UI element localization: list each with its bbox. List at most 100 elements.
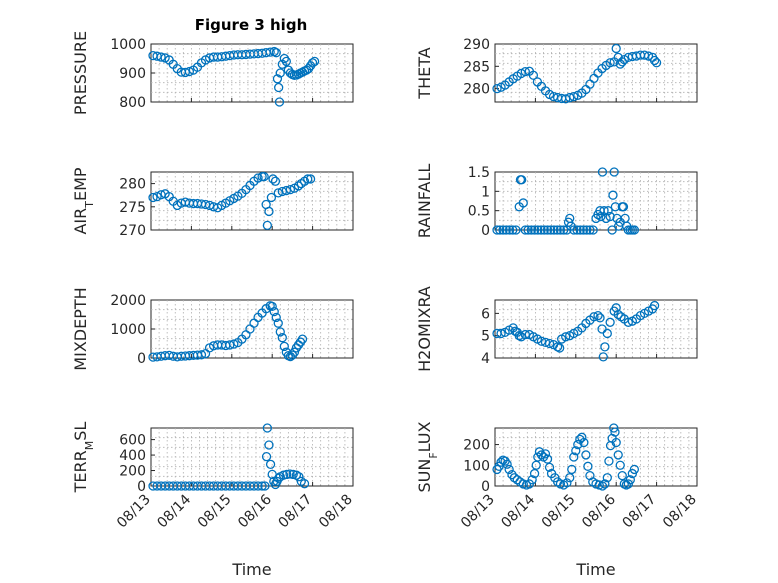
- data-point: [281, 56, 291, 67]
- data-point: [273, 188, 283, 198]
- x-tick-label: 08/18: [316, 492, 356, 532]
- data-point: [264, 206, 274, 217]
- x-tick-label: 08/18: [660, 492, 700, 532]
- data-point: [229, 339, 239, 349]
- data-point: [565, 473, 575, 483]
- panel-sunflux: 0 100 200 08/13 08/14 08/15 08/16 08/17 08/18 SUN…: [415, 421, 700, 579]
- data-point: [528, 70, 539, 80]
- data-point: [610, 427, 620, 437]
- data-point: [517, 175, 527, 185]
- data-point: [569, 91, 579, 102]
- data-point: [285, 469, 295, 479]
- data-point: [269, 306, 279, 317]
- data-point: [611, 303, 621, 313]
- data-point: [262, 423, 273, 433]
- data-point: [554, 343, 565, 353]
- data-point: [618, 202, 629, 212]
- y-tick-label: 1000: [110, 37, 146, 53]
- data-point: [273, 318, 283, 328]
- data-point: [561, 94, 571, 104]
- data-point: [609, 423, 619, 433]
- y-tick-label: 4: [481, 351, 490, 367]
- data-point: [595, 313, 605, 323]
- data-point: [293, 181, 304, 191]
- y-tick-label: 1: [481, 184, 490, 200]
- data-point: [261, 451, 272, 462]
- data-point: [562, 478, 572, 488]
- y-tick-label: 0: [137, 351, 146, 367]
- y-axis-label: TERRMSL: [71, 422, 96, 494]
- y-tick-label: 290: [463, 37, 490, 53]
- data-point: [613, 309, 623, 320]
- panel-mixdepth: 0 1000 2000 MIXDEPTH: [71, 287, 354, 371]
- data-point: [492, 225, 502, 235]
- data-point: [617, 57, 627, 67]
- data-point: [540, 337, 551, 348]
- y-tick-label: 800: [119, 95, 146, 111]
- y-tick-label: 200: [119, 464, 146, 480]
- data-point: [260, 481, 270, 491]
- data-point: [200, 199, 211, 210]
- data-point: [502, 459, 512, 469]
- data-point: [148, 192, 158, 203]
- y-axis-label: AIRTEMP: [71, 167, 96, 234]
- data-point: [492, 83, 502, 94]
- data-point: [540, 449, 551, 459]
- data-point: [299, 479, 310, 489]
- data-point: [274, 473, 284, 483]
- y-axis-label: SUNFLUX: [415, 421, 440, 492]
- data-point: [496, 328, 506, 339]
- data-point: [617, 470, 627, 481]
- data-point: [604, 456, 614, 466]
- data-point: [605, 211, 615, 222]
- data-point: [279, 53, 289, 64]
- data-point: [533, 225, 543, 235]
- data-point: [156, 52, 166, 62]
- data-point: [597, 481, 608, 491]
- data-point: [600, 342, 610, 352]
- data-point: [504, 464, 514, 475]
- y-tick-label: 0: [481, 223, 490, 239]
- data-point: [289, 347, 300, 357]
- y-tick-label: 0: [481, 479, 490, 495]
- data-point: [569, 452, 579, 462]
- x-tick-label: 08/17: [276, 492, 316, 532]
- y-axis-label: H2OMIXRA: [415, 286, 434, 372]
- data-point: [552, 342, 563, 352]
- data-point: [649, 300, 660, 311]
- data-point: [565, 92, 575, 103]
- y-tick-label: 5: [481, 329, 490, 345]
- data-point: [508, 225, 518, 235]
- data-point: [514, 331, 524, 341]
- data-point: [602, 473, 612, 483]
- y-tick-label: 280: [119, 177, 146, 193]
- data-point: [265, 47, 275, 57]
- data-point: [542, 225, 553, 235]
- data-point: [269, 46, 279, 57]
- data-point: [544, 462, 555, 473]
- y-tick-label: 100: [463, 458, 490, 474]
- x-tick-label: 08/14: [498, 491, 538, 531]
- data-point: [625, 475, 635, 485]
- x-tick-label: 08/13: [458, 492, 498, 532]
- y-axis-label: RAINFALL: [415, 164, 434, 239]
- data-point: [305, 174, 316, 184]
- data-point: [523, 225, 533, 235]
- data-point: [253, 481, 263, 491]
- y-tick-label: 200: [463, 438, 490, 454]
- x-tick-label: 08/17: [620, 492, 660, 532]
- y-tick-label: 2000: [110, 293, 146, 309]
- y-axis-label: PRESSURE: [71, 31, 90, 115]
- data-point: [579, 437, 589, 448]
- data-point: [259, 171, 269, 182]
- data-point: [303, 174, 313, 184]
- y-axis-label: THETA: [415, 47, 434, 99]
- data-point: [277, 333, 287, 343]
- data-point: [649, 55, 660, 66]
- y-tick-label: 1.5: [468, 165, 490, 181]
- y-tick-label: 6: [481, 306, 490, 322]
- data-point: [552, 225, 562, 235]
- data-point: [542, 454, 553, 464]
- data-point: [600, 479, 610, 489]
- data-point: [520, 67, 530, 77]
